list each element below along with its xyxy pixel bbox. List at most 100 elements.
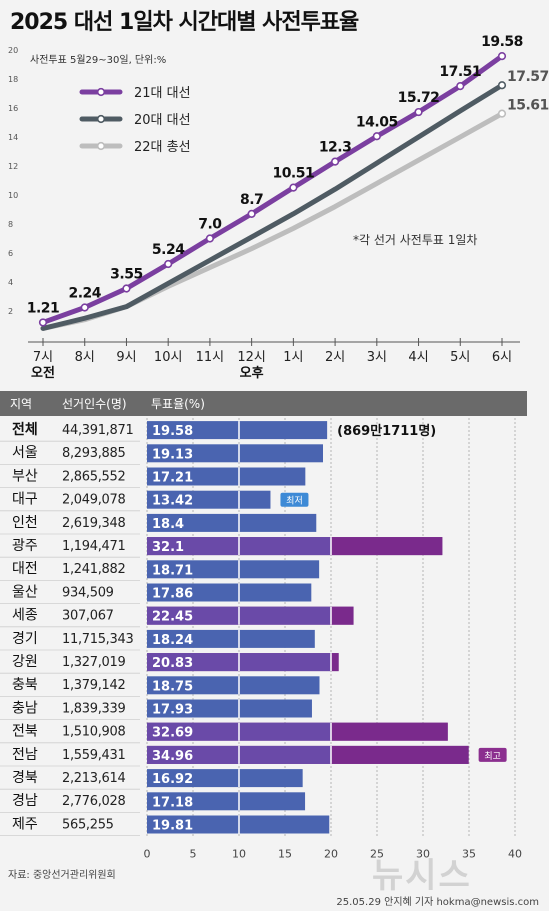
header-voters: 선거인수(명) <box>62 397 127 411</box>
data-label: 15.61 <box>507 98 549 114</box>
series-line <box>40 53 505 325</box>
bar <box>147 629 315 648</box>
bar-value-label: 17.86 <box>152 587 193 602</box>
bar-value-label: 22.45 <box>152 610 193 625</box>
badge-box <box>478 747 507 762</box>
row-voters: 2,619,348 <box>62 516 125 531</box>
bar-segment <box>331 537 443 556</box>
bar-value-label: 13.42 <box>152 494 193 509</box>
data-label: 2.24 <box>68 286 101 302</box>
bar-value-label: 17.21 <box>152 471 193 486</box>
credit-note: 25.05.29 안지혜 기자 hokma@newsis.com <box>336 897 539 908</box>
row-voters: 1,839,339 <box>62 701 125 716</box>
bar <box>147 815 330 834</box>
x-tick-label: 6시 <box>492 350 512 365</box>
row-voters: 1,241,882 <box>62 562 125 577</box>
data-point <box>247 209 256 218</box>
data-label: 14.05 <box>356 114 398 130</box>
x-tick-label: 40 <box>508 848 522 861</box>
y-tick-label: 2 <box>8 307 13 316</box>
bar-value-label: 17.18 <box>152 795 193 810</box>
row-region: 세종 <box>12 608 38 624</box>
x-tick-label: 12시 <box>237 350 266 365</box>
data-point <box>205 234 215 243</box>
bar-value-label: 18.75 <box>152 679 193 694</box>
bar-chart: 지역 선거인수(명) 투표율(%) 0 5 10 15 20 25 30 35 40 전체 44,391,… <box>0 391 527 861</box>
y-tick-label: 10 <box>8 191 18 200</box>
legend-marker <box>96 141 106 151</box>
row-voters: 1,559,431 <box>62 748 125 763</box>
y-tick-label: 14 <box>8 133 18 142</box>
x-tick-label: 7시 <box>33 350 53 365</box>
row-voters: 1,194,471 <box>62 539 125 554</box>
badge-box <box>280 492 309 507</box>
data-label: 12.3 <box>319 140 352 156</box>
data-label: 3.55 <box>110 267 143 283</box>
bar-value-label: 16.92 <box>152 772 193 787</box>
source-note: 자료: 중앙선거관리위원회 <box>8 870 116 881</box>
bar-value-label: 18.4 <box>152 517 184 532</box>
data-label: 10.51 <box>272 166 314 182</box>
x-tick-label: 25 <box>370 848 384 861</box>
row-region: 충남 <box>12 700 38 716</box>
bar <box>147 513 317 532</box>
bar <box>147 792 306 811</box>
bar <box>147 676 320 695</box>
badge-label: 최고 <box>484 751 501 762</box>
row-voters: 1,327,019 <box>62 655 125 670</box>
row-voters: 11,715,343 <box>62 632 133 647</box>
row-voters: 2,213,614 <box>62 771 125 786</box>
bar-value-label: 18.24 <box>152 633 193 648</box>
row-voters: 8,293,885 <box>62 446 125 461</box>
legend-marker <box>96 87 106 97</box>
row-voters: 2,865,552 <box>62 469 125 484</box>
row-region: 경북 <box>12 770 38 786</box>
watermark-logo: 뉴시스 <box>372 856 472 896</box>
data-point <box>164 259 173 269</box>
row-voters: 1,510,908 <box>62 725 125 740</box>
y-tick-label: 12 <box>8 162 18 171</box>
data-point <box>330 157 340 166</box>
data-point <box>289 183 298 192</box>
bar-value-label: 20.83 <box>152 656 193 671</box>
data-point <box>497 51 507 61</box>
row-region: 대구 <box>12 492 38 508</box>
table-header <box>0 391 527 416</box>
row-region: 강원 <box>12 654 38 670</box>
data-label: 15.72 <box>398 90 440 106</box>
bar-value-label: 34.96 <box>152 749 193 764</box>
x-tick-label: 11시 <box>196 350 225 365</box>
data-label: 5.24 <box>152 242 185 258</box>
row-voters: 565,255 <box>62 817 114 832</box>
x-tick-label: 15 <box>278 848 292 861</box>
y-tick-label: 20 <box>8 46 18 55</box>
y-tick-label: 6 <box>8 249 13 258</box>
bar-segment <box>331 653 339 672</box>
bar-value-label: 18.71 <box>152 563 193 578</box>
row-region: 부산 <box>12 468 38 484</box>
y-tick-label: 18 <box>8 75 18 84</box>
bar <box>147 560 320 579</box>
y-tick-label: 8 <box>8 220 13 229</box>
x-tick-label: 5시 <box>450 350 470 365</box>
bar <box>147 769 303 788</box>
data-label: 7.0 <box>198 217 222 233</box>
page-title: 2025 대선 1일차 시간대별 사전투표율 <box>10 10 359 35</box>
row-region: 충북 <box>12 677 38 693</box>
data-point <box>38 318 48 327</box>
bar-segment <box>331 606 354 625</box>
legend-label: 21대 대선 <box>134 86 191 101</box>
x-tick-label: 3시 <box>367 350 387 365</box>
x-tick-label: 30 <box>416 848 430 861</box>
bar <box>147 583 312 602</box>
row-voters: 934,509 <box>62 585 114 600</box>
x-tick-label: 20 <box>324 848 338 861</box>
row-region: 경남 <box>12 793 38 809</box>
x-tick-label: 1시 <box>283 350 303 365</box>
row-region: 광주 <box>12 538 38 554</box>
bar-value-label: 19.81 <box>152 819 193 834</box>
data-label: 17.51 <box>439 64 481 80</box>
line-subtitle: 사전투표 5월29~30일, 단위:% <box>30 53 166 66</box>
data-label: 8.7 <box>240 192 263 208</box>
